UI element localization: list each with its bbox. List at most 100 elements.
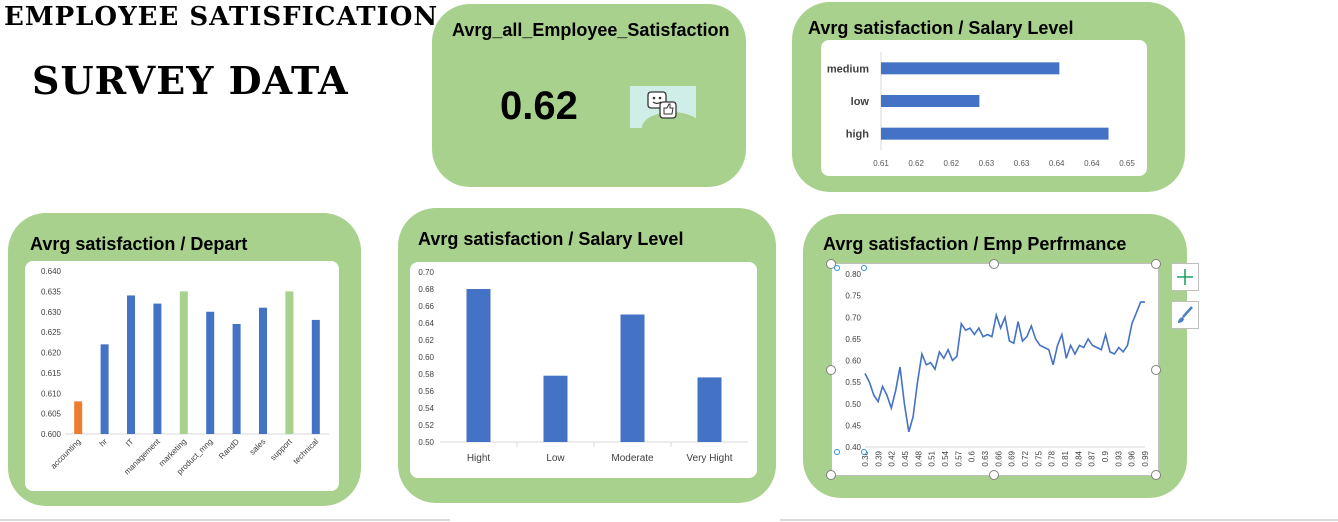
category-label: Moderate [611,453,654,464]
bar [466,289,491,442]
tick-label: 0.62 [943,159,959,168]
category-label: support [269,437,295,463]
tick-label: 0.78 [1048,450,1057,466]
category-label: accounting [49,437,83,471]
category-label: hr [98,437,110,449]
tick-label: 0.69 [1008,450,1017,466]
tick-label: 0.50 [845,400,861,409]
bar [543,375,568,442]
tick-label: 0.63 [981,450,990,466]
category-label: technical [292,437,321,466]
bar [74,401,83,434]
category-label: Low [546,453,565,464]
tick-label: 0.36 [861,450,870,466]
bar [311,319,320,434]
performance-card: Avrg satisfaction / Emp Perfrmance 0.40 0… [803,214,1187,498]
tick-label: 0.64 [1084,159,1100,168]
performance-chart-title: Avrg satisfaction / Emp Perfrmance [823,234,1127,254]
tick-label: 0.635 [41,287,62,296]
bar [881,95,980,107]
bar [232,323,241,434]
salary-level-vertical-card: Avrg satisfaction / Salary Level 0.50 0.5… [398,208,776,503]
tick-label: 0.60 [418,353,434,362]
bar [100,344,109,434]
bar [179,291,188,434]
performance-plot: 0.40 0.45 0.50 0.55 0.60 0.65 0.70 0.75 0.80 0.36… [831,263,1159,476]
salary-vertical-plot: 0.50 0.52 0.54 0.56 0.58 0.60 0.62 0.64 0.66 0.68… [410,262,757,478]
salary-horizontal-chart-title: Avrg satisfaction / Salary Level [808,18,1074,38]
tick-label: 0.45 [901,450,910,466]
tick-label: 0.52 [418,421,434,430]
bar [881,62,1060,75]
tick-label: 0.61 [873,159,889,168]
tick-label: 0.39 [874,450,883,466]
tick-label: 0.50 [418,438,434,447]
tick-label: 0.42 [888,450,897,466]
tick-label: 0.51 [928,450,937,466]
tick-label: 0.56 [418,387,434,396]
tick-label: 0.87 [1088,450,1097,466]
tick-label: 0.9 [1101,450,1110,462]
tick-label: 0.55 [845,378,861,387]
category-label: Very Hight [686,453,732,464]
kpi-card: Avrg_all_Employee_Satisfaction 0.62 [432,4,746,187]
tick-label: 0.615 [41,369,62,378]
salary-vertical-chart-title: Avrg satisfaction / Salary Level [418,229,684,249]
category-label: sales [248,437,268,457]
feedback-thumbs-up-icon [630,86,702,144]
tick-label: 0.66 [994,450,1003,466]
tick-label: 0.81 [1061,450,1070,466]
category-label: RandD [217,437,241,461]
tick-label: 0.68 [418,285,434,294]
tick-label: 0.57 [954,450,963,466]
bottom-divider-left [0,519,450,521]
tick-label: 0.640 [41,267,62,276]
bar [285,291,294,434]
tick-label: 0.60 [845,357,861,366]
tick-label: 0.63 [1014,159,1030,168]
tick-label: 0.605 [41,410,62,419]
chart-styles-button[interactable] [1171,301,1199,329]
tick-label: 0.75 [1034,450,1043,466]
series-line [864,301,1145,433]
department-card: Avrg satisfaction / Depart 0.600 0.605 0.6… [8,213,361,506]
bottom-divider-right [780,519,1338,521]
chart-elements-button[interactable] [1171,263,1199,291]
tick-label: 0.45 [845,421,861,430]
tick-label: 0.96 [1128,450,1137,466]
bar [127,295,135,434]
dashboard-title-line2: SURVEY DATA [32,58,349,103]
kpi-title: Avrg_all_Employee_Satisfaction [452,20,730,40]
salary-vertical-chart: 0.50 0.52 0.54 0.56 0.58 0.60 0.62 0.64 0.66 0.68… [418,268,748,464]
salary-horizontal-plot: medium low high 0.61 0.62 0.62 0.63 0.63 0.64 0.6… [821,40,1147,176]
tick-label: 0.65 [1119,159,1135,168]
tick-label: 0.630 [41,308,62,317]
bar [620,314,645,442]
tick-label: 0.80 [845,270,861,279]
tick-label: 0.54 [418,404,434,413]
category-label: high [846,129,869,141]
department-chart-title: Avrg satisfaction / Depart [30,234,248,254]
tick-label: 0.75 [845,292,861,301]
tick-label: 0.62 [418,336,434,345]
tick-label: 0.610 [41,389,62,398]
department-plot: 0.600 0.605 0.610 0.615 0.620 0.625 0.630 0.635… [25,261,339,491]
category-label: Hight [467,453,491,464]
tick-label: 0.620 [41,349,62,358]
tick-label: 0.64 [418,319,434,328]
bar [697,377,722,442]
performance-chart: 0.40 0.45 0.50 0.55 0.60 0.65 0.70 0.75 0.80 0.36… [845,270,1150,467]
category-label: medium [827,63,869,75]
tick-label: 0.62 [908,159,924,168]
bar [206,311,215,434]
tick-label: 0.54 [941,450,950,466]
tick-label: 0.72 [1021,450,1030,466]
tick-label: 0.70 [845,313,861,322]
tick-label: 0.63 [979,159,995,168]
bar [153,303,162,434]
tick-label: 0.48 [914,450,923,466]
category-label: IT [124,437,135,448]
tick-label: 0.99 [1141,450,1150,466]
tick-label: 0.58 [418,370,434,379]
tick-label: 0.65 [845,335,861,344]
